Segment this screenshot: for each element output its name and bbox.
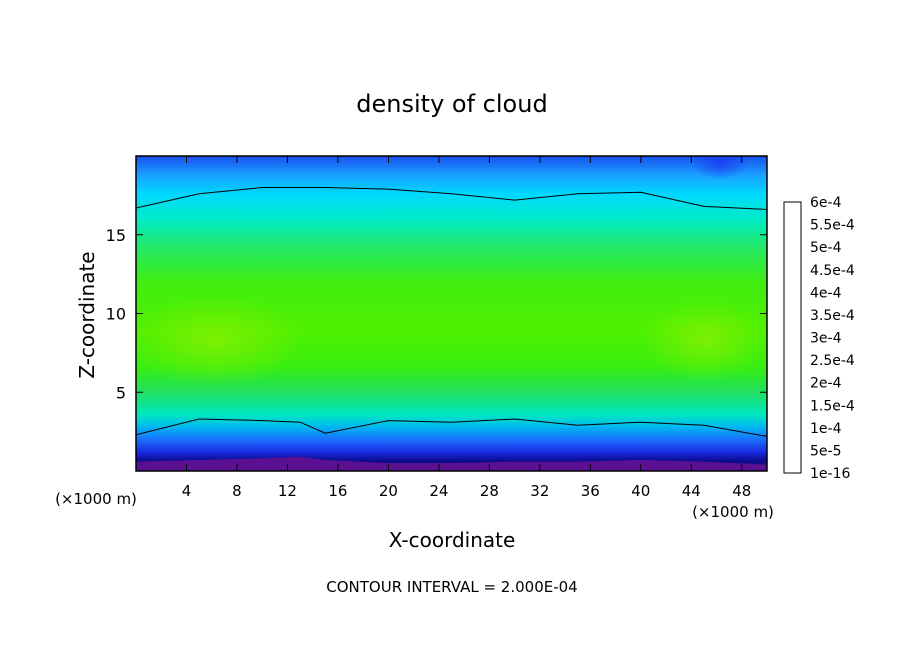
colorbar-label: 2e-4 <box>810 376 842 392</box>
x-tick-label: 48 <box>732 482 751 500</box>
colorbar-label: 5.5e-4 <box>810 218 855 234</box>
x-tick-label: 8 <box>232 482 242 500</box>
y-tick-label: 15 <box>106 226 126 245</box>
x-tick-label: 40 <box>631 482 650 500</box>
colorbar-label: 3e-4 <box>810 331 842 347</box>
y-axis-ticks: 5 10 15 <box>106 226 767 402</box>
colorbar-label: 4.5e-4 <box>810 263 855 279</box>
density-blob-right <box>640 300 767 380</box>
colorbar-label: 2.5e-4 <box>810 353 855 369</box>
x-tick-label: 4 <box>182 482 192 500</box>
x-tick-label: 32 <box>530 482 549 500</box>
density-minimum-top-right <box>692 156 748 180</box>
colorbar-label: 4e-4 <box>810 285 842 301</box>
chart-title: density of cloud <box>356 90 547 118</box>
x-unit-label-right: (×1000 m) <box>692 503 774 521</box>
colorbar-label: 1e-4 <box>810 421 842 437</box>
colorbar: 1e-16 5e-5 1e-4 1.5e-4 2e-4 2.5e-4 3e-4 3.5e-4 4… <box>783 195 855 482</box>
x-tick-label: 24 <box>429 482 448 500</box>
colorbar-label: 1.5e-4 <box>810 398 855 414</box>
colorbar-label: 3.5e-4 <box>810 308 855 324</box>
density-blob-left <box>136 295 305 385</box>
x-axis-ticks: 4 8 12 16 20 24 28 32 36 40 44 48 <box>182 156 751 500</box>
colorbar-label: 1e-16 <box>810 466 850 482</box>
x-tick-label: 16 <box>328 482 347 500</box>
x-axis-title: X-coordinate <box>389 528 516 552</box>
x-tick-label: 44 <box>682 482 701 500</box>
colorbar-label: 5e-4 <box>810 240 842 256</box>
contour-interval-footer: CONTOUR INTERVAL = 2.000E-04 <box>326 578 577 596</box>
plot-area <box>136 156 767 471</box>
x-tick-label: 36 <box>581 482 600 500</box>
x-tick-label: 12 <box>278 482 297 500</box>
x-tick-label: 28 <box>480 482 499 500</box>
x-tick-label: 20 <box>379 482 398 500</box>
upper-contour-line <box>136 187 767 210</box>
lower-contour-line <box>136 418 767 437</box>
y-tick-label: 5 <box>116 383 126 402</box>
cloud-base-layer <box>136 456 767 471</box>
y-axis-title: Z-coordinate <box>75 251 99 378</box>
colorbar-label: 6e-4 <box>810 195 842 211</box>
y-tick-label: 10 <box>106 305 126 324</box>
x-unit-label-left: (×1000 m) <box>55 490 137 508</box>
colorbar-frame <box>783 201 802 474</box>
colorbar-label: 5e-5 <box>810 443 841 459</box>
